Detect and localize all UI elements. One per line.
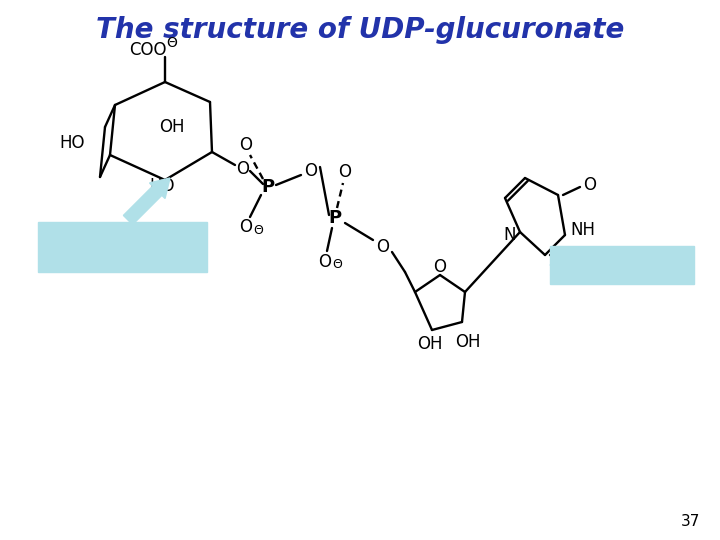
Text: O: O (318, 253, 331, 271)
Text: O-glycosidic bond
of ester type: O-glycosidic bond of ester type (70, 232, 175, 262)
Text: HO: HO (149, 177, 175, 195)
Text: N: N (504, 226, 516, 244)
Text: OH: OH (159, 118, 185, 136)
Text: O: O (240, 218, 253, 236)
Text: N-glycosidic bond: N-glycosidic bond (570, 259, 675, 272)
Text: O: O (377, 238, 390, 256)
Text: O: O (305, 162, 318, 180)
FancyArrow shape (123, 178, 170, 225)
Text: Θ: Θ (253, 224, 263, 237)
Text: O: O (570, 256, 583, 274)
Text: O: O (240, 136, 253, 154)
Text: O: O (583, 176, 596, 194)
Text: NH: NH (570, 221, 595, 239)
FancyArrow shape (550, 254, 650, 276)
Text: Θ: Θ (332, 258, 342, 271)
Text: 37: 37 (680, 515, 700, 530)
Text: O: O (236, 160, 250, 178)
Text: The structure of UDP-glucuronate: The structure of UDP-glucuronate (96, 16, 624, 44)
Text: HO: HO (59, 134, 85, 152)
Text: O: O (433, 258, 446, 276)
Text: P: P (328, 209, 341, 227)
Text: O: O (338, 163, 351, 181)
Text: OH: OH (418, 335, 443, 353)
Text: OH: OH (455, 333, 481, 351)
Text: P: P (261, 178, 274, 196)
Text: COO: COO (130, 41, 167, 59)
FancyBboxPatch shape (550, 246, 694, 284)
Text: Θ: Θ (166, 36, 177, 50)
FancyBboxPatch shape (38, 222, 207, 272)
